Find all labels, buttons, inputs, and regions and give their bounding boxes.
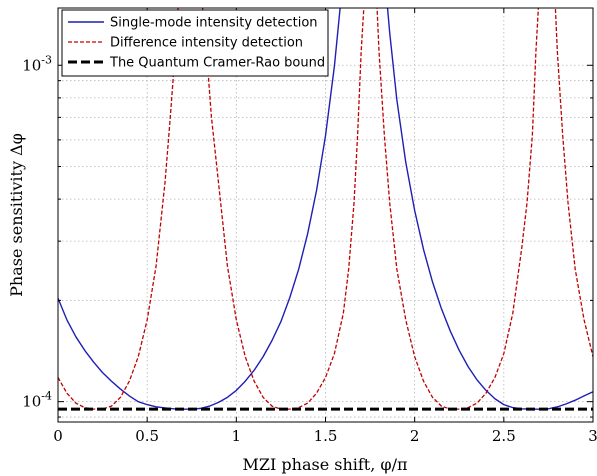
grid-lines — [58, 8, 593, 422]
x-tick-label: 3 — [588, 427, 597, 445]
x-axis-label: MZI phase shift, φ/π — [242, 455, 407, 474]
legend-label-1: Difference intensity detection — [110, 36, 303, 51]
y-tick-label: 10-3 — [22, 53, 52, 74]
legend: Single-mode intensity detection Differenc… — [61, 9, 329, 77]
legend-box — [61, 9, 329, 77]
x-tick-label: 2 — [410, 427, 420, 445]
series-line-1 — [58, 8, 593, 410]
legend-label-0: Single-mode intensity detection — [110, 16, 318, 31]
series-lines — [58, 8, 593, 411]
x-tick-label: 2.5 — [492, 427, 516, 445]
y-axis-label: Phase sensitivity Δφ — [7, 133, 26, 297]
x-tick-label: 1.5 — [314, 427, 338, 445]
axis-ticks: 0 0.5 1 1.5 2 2.5 3 10-4 10-3 — [22, 8, 597, 445]
x-tick-label: 0 — [53, 427, 63, 445]
x-tick-label: 1 — [232, 427, 242, 445]
legend-label-2: The Quantum Cramer-Rao bound — [109, 56, 325, 71]
x-tick-label: 0.5 — [135, 427, 159, 445]
series-line-0 — [58, 8, 593, 410]
y-tick-label: 10-4 — [22, 390, 52, 411]
